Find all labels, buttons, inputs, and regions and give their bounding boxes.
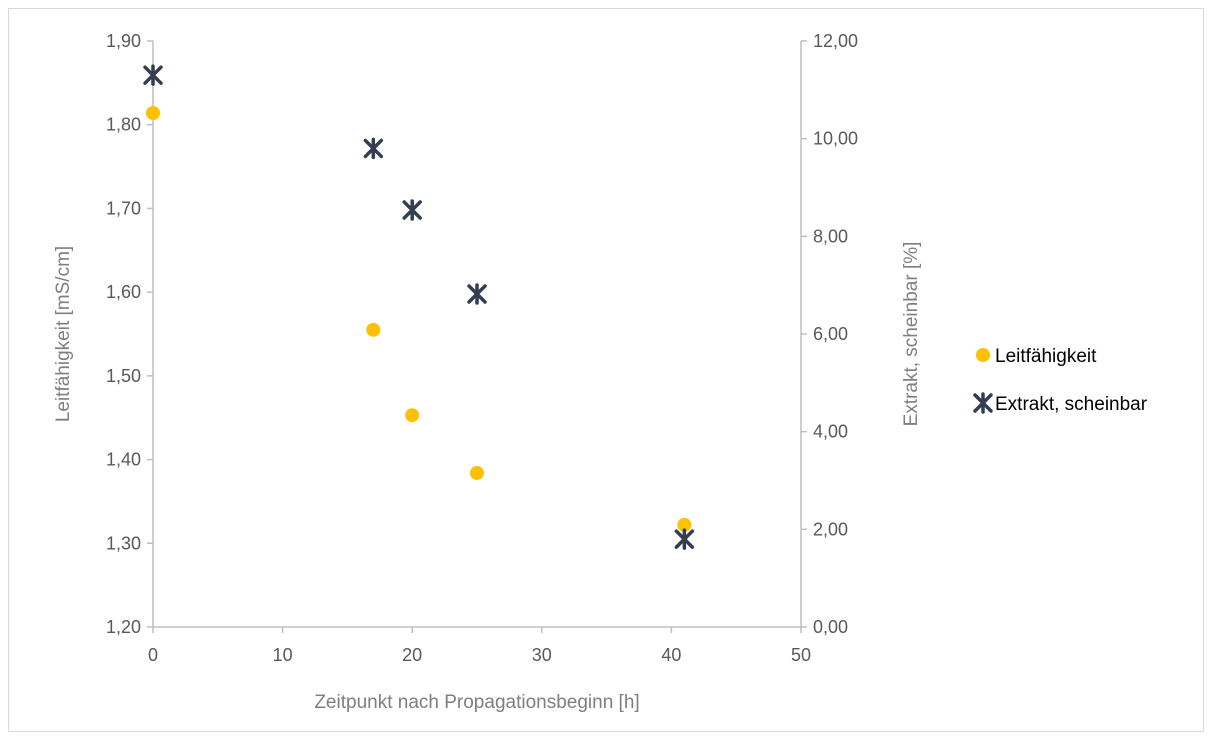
x-tick-label: 30 xyxy=(532,645,552,665)
left-y-tick-label: 1,50 xyxy=(106,366,141,386)
extrakt-point xyxy=(143,64,163,86)
left-y-tick-label: 1,20 xyxy=(106,617,141,637)
right-y-tick-label: 12,00 xyxy=(813,31,858,51)
legend-circle-marker xyxy=(976,348,990,362)
legend-marker-extrakt xyxy=(973,392,993,414)
right-y-tick-label: 2,00 xyxy=(813,519,848,539)
left-y-tick-label: 1,90 xyxy=(106,31,141,51)
leitfaehigkeit-point xyxy=(470,465,484,480)
right-y-tick-label: 4,00 xyxy=(813,422,848,442)
legend-marker-leitfaehigkeit xyxy=(976,348,990,362)
extrakt-point xyxy=(363,137,384,160)
x-tick-label: 10 xyxy=(273,645,293,665)
x-tick-label: 40 xyxy=(661,645,681,665)
left-y-tick-label: 1,70 xyxy=(106,198,141,218)
leitfaehigkeit-point xyxy=(366,322,381,337)
left-y-tick-label: 1,80 xyxy=(106,115,141,135)
leitfaehigkeit-point xyxy=(677,517,692,532)
legend-label-extrakt: Extrakt, scheinbar xyxy=(995,394,1148,415)
right-y-tick-label: 8,00 xyxy=(813,226,848,246)
axes-layer xyxy=(152,41,802,628)
extrakt-point xyxy=(402,199,422,221)
left-y-tick-label: 1,30 xyxy=(106,533,141,553)
right-y-axis-title: Extrakt, scheinbar [%] xyxy=(901,242,922,427)
right-y-tick-label: 6,00 xyxy=(813,324,848,344)
marks-layer xyxy=(143,64,695,550)
x-tick-label: 0 xyxy=(148,645,158,665)
leitfaehigkeit-point xyxy=(405,408,420,423)
left-y-tick-label: 1,40 xyxy=(106,450,141,470)
extrakt-point xyxy=(467,283,487,305)
chart-frame xyxy=(8,8,1204,732)
legend: Leitfähigkeit Extrakt, scheinbar xyxy=(973,346,1148,415)
x-tick-label: 50 xyxy=(791,645,811,665)
ticks-layer: 1,20 1,30 1,40 1,50 1,60 1,70 1,80 1,90 0,00 2,00… xyxy=(106,31,858,665)
right-y-tick-label: 0,00 xyxy=(813,617,848,637)
right-y-tick-label: 10,00 xyxy=(813,129,858,149)
left-y-axis-title: Leitfähigkeit [mS/cm] xyxy=(53,246,74,422)
left-y-tick-label: 1,60 xyxy=(106,282,141,302)
extrakt-point xyxy=(674,528,695,550)
legend-label-leitfaehigkeit: Leitfähigkeit xyxy=(995,346,1097,367)
x-axis-title: Zeitpunkt nach Propagationsbeginn [h] xyxy=(314,692,639,713)
leitfaehigkeit-point xyxy=(146,105,160,120)
legend-star-marker xyxy=(973,392,993,414)
x-tick-label: 20 xyxy=(402,645,422,665)
